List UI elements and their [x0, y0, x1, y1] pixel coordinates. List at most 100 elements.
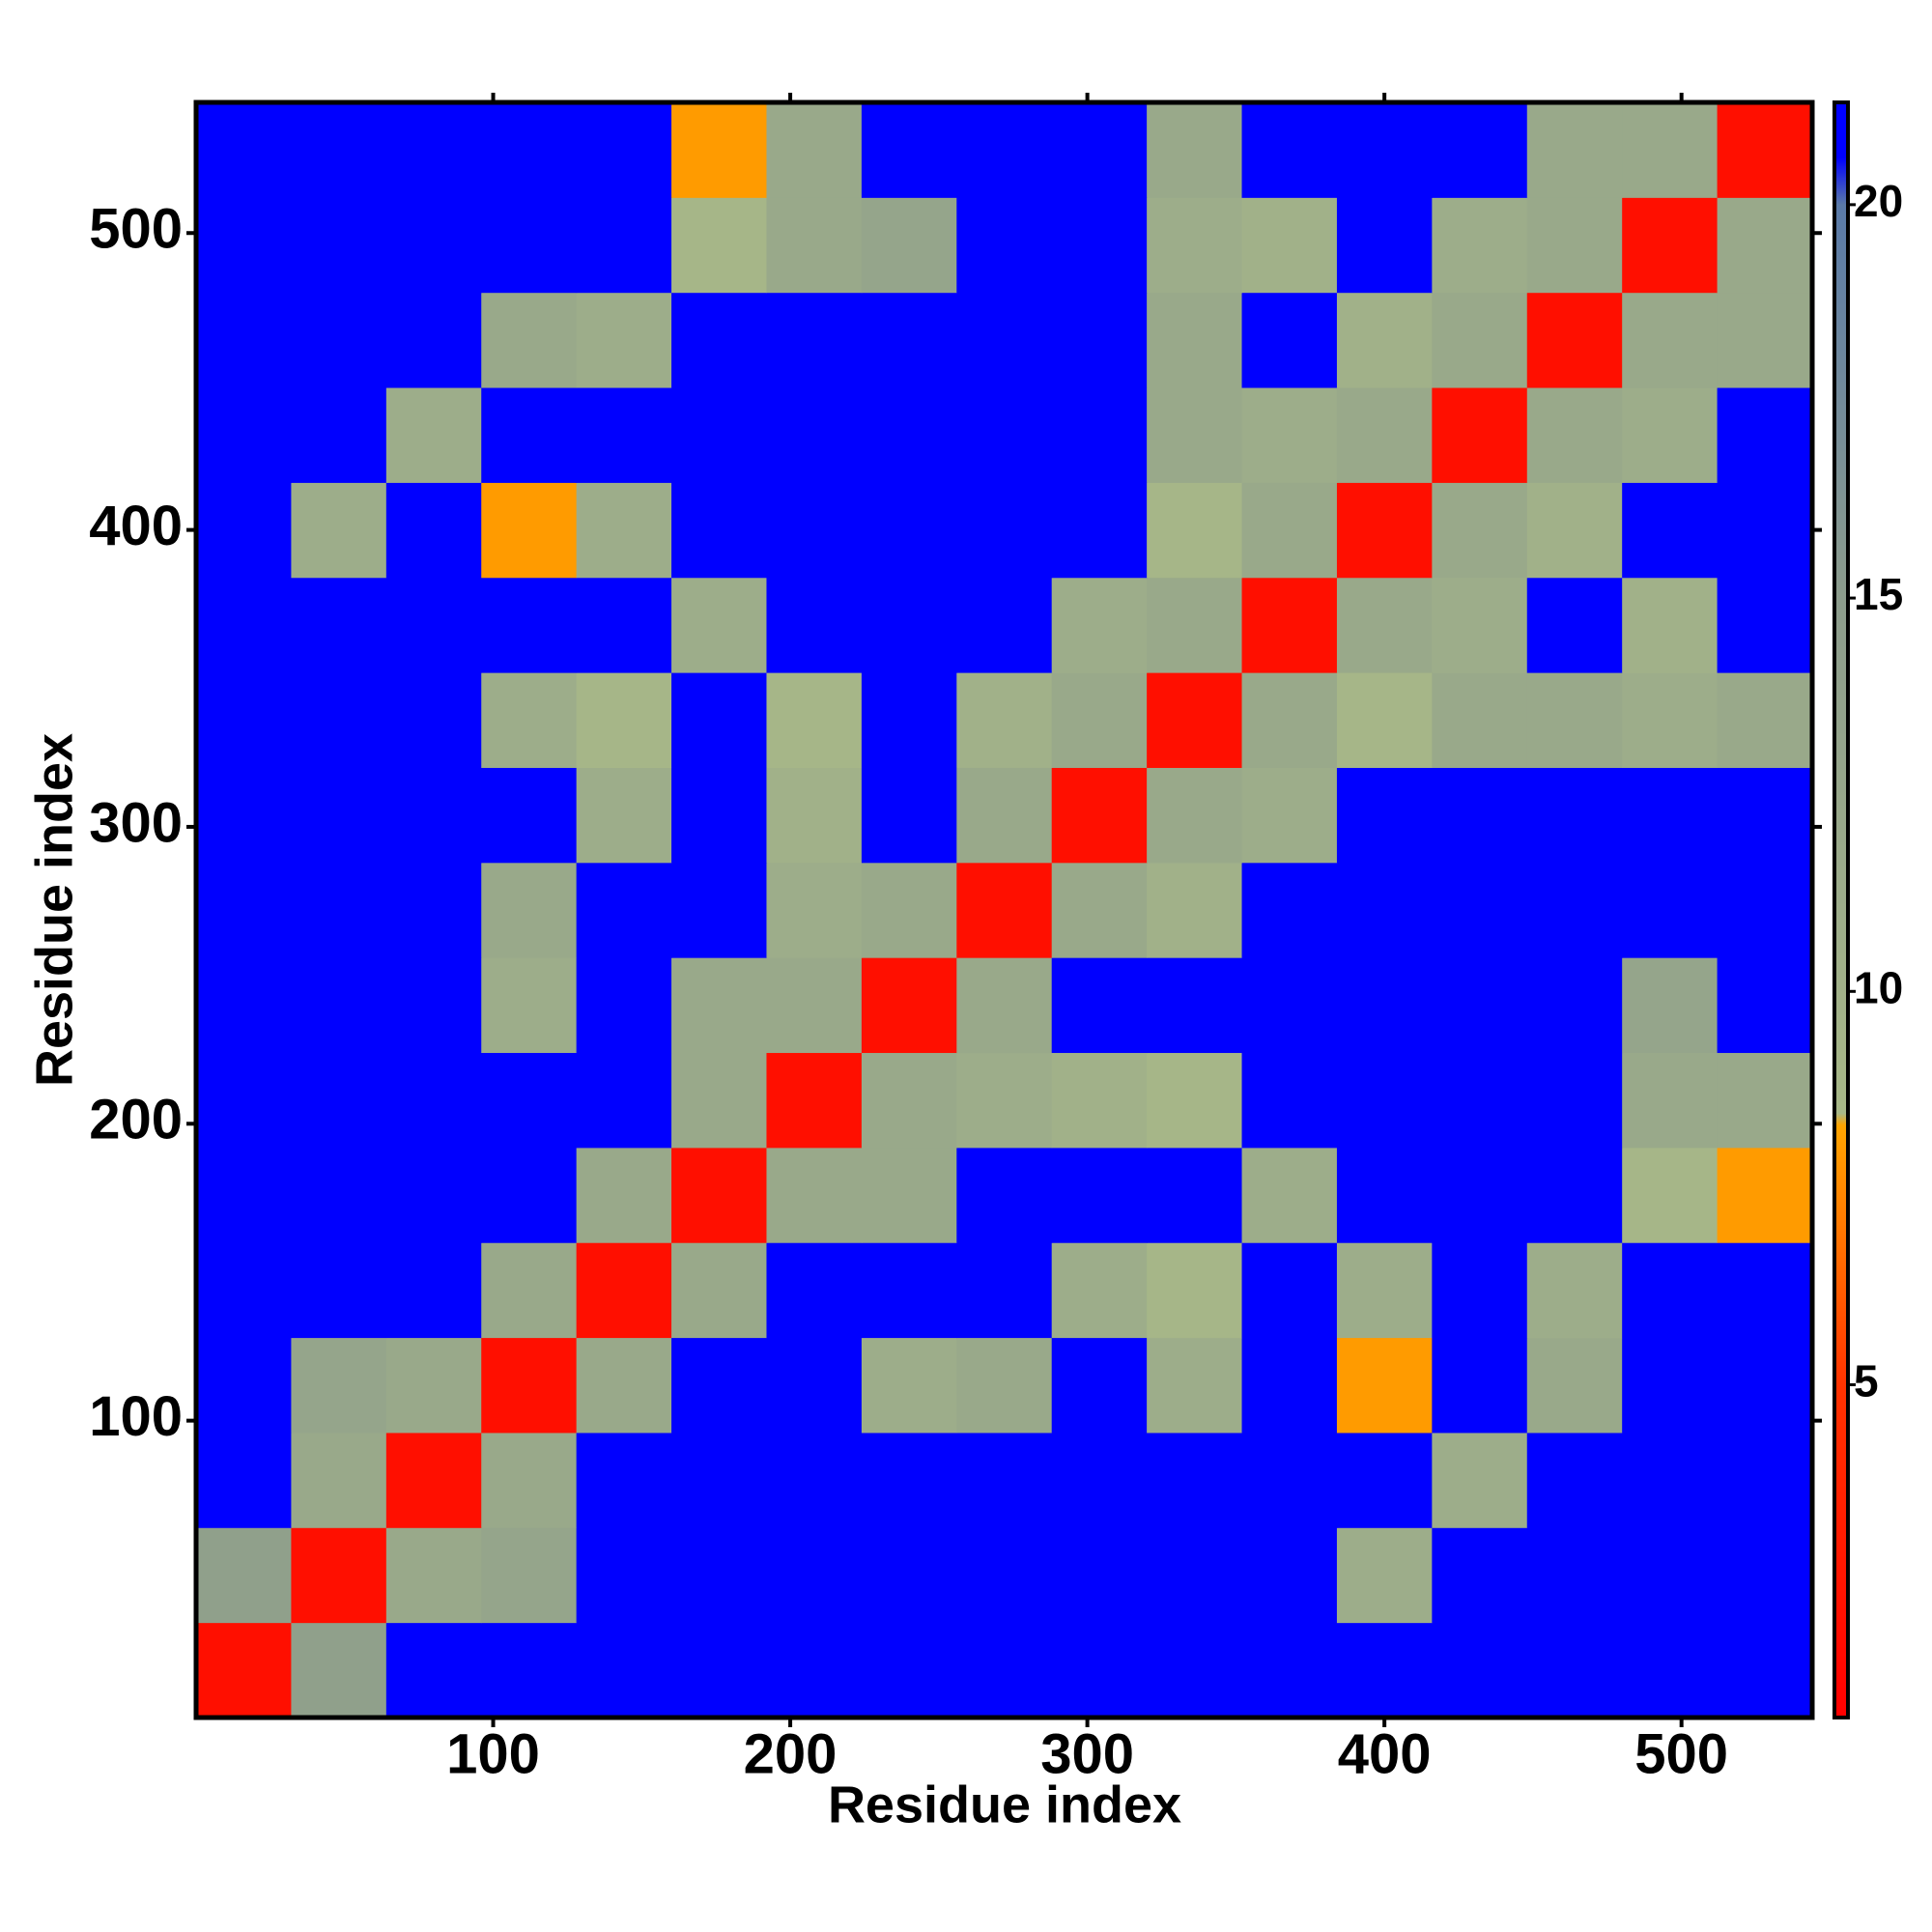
heatmap-cell — [1622, 1527, 1719, 1624]
heatmap-cell — [671, 1622, 767, 1719]
heatmap-cell — [1622, 102, 1719, 198]
heatmap-cell — [196, 767, 292, 864]
heatmap-cell — [1526, 672, 1623, 768]
colorbar-tick-label: 20 — [1854, 176, 1903, 226]
heatmap-cell — [1622, 387, 1719, 483]
heatmap-cell — [385, 767, 482, 864]
heatmap-cell — [385, 1147, 482, 1243]
heatmap-cell — [861, 292, 957, 388]
heatmap-cell — [1432, 1432, 1528, 1528]
heatmap-cell — [1717, 1337, 1813, 1434]
heatmap-cell — [385, 862, 482, 958]
heatmap-cell — [576, 1432, 672, 1528]
heatmap-cell — [576, 767, 672, 864]
heatmap-cell — [1432, 672, 1528, 768]
heatmap-cell — [385, 577, 482, 673]
heatmap-cell — [1147, 767, 1243, 864]
heatmap-cell — [861, 1337, 957, 1434]
heatmap-cell — [385, 957, 482, 1054]
heatmap-cell — [1241, 1337, 1338, 1434]
heatmap-cell — [956, 577, 1053, 673]
heatmap-cell — [861, 1052, 957, 1149]
heatmap-cell — [1147, 672, 1243, 768]
heatmap-cell — [1147, 1527, 1243, 1624]
heatmap-cell — [1622, 1337, 1719, 1434]
heatmap-cell — [481, 767, 578, 864]
heatmap-cell — [196, 957, 292, 1054]
heatmap-cell — [1526, 387, 1623, 483]
heatmap-cell — [1432, 1527, 1528, 1624]
heatmap-cell — [956, 1337, 1053, 1434]
heatmap-cell — [766, 292, 863, 388]
heatmap-cell — [576, 672, 672, 768]
heatmap-cell — [385, 1052, 482, 1149]
heatmap-cell — [1622, 1432, 1719, 1528]
y-axis-title: Residue index — [25, 733, 83, 1087]
heatmap-cell — [1051, 1337, 1148, 1434]
heatmap-cell — [956, 672, 1053, 768]
heatmap-cell — [1051, 672, 1148, 768]
heatmap-cell — [1241, 1242, 1338, 1339]
colorbar-tick-label: 5 — [1854, 1356, 1879, 1406]
heatmap-cell — [1432, 292, 1528, 388]
heatmap-cell — [385, 482, 482, 579]
heatmap-cell — [956, 387, 1053, 483]
heatmap-cell — [671, 1432, 767, 1528]
heatmap-cell — [1717, 1052, 1813, 1149]
heatmap-cell — [1241, 577, 1338, 673]
heatmap-cell — [956, 862, 1053, 958]
heatmap-cell — [1147, 957, 1243, 1054]
heatmap-cell — [1622, 1242, 1719, 1339]
heatmap-cell — [1147, 862, 1243, 958]
y-tick-label: 500 — [89, 198, 183, 261]
heatmap-cell — [576, 1052, 672, 1149]
heatmap-cell — [1717, 672, 1813, 768]
heatmap-cell — [481, 1527, 578, 1624]
heatmap-cell — [1526, 957, 1623, 1054]
heatmap-cell — [956, 1432, 1053, 1528]
heatmap-cell — [291, 672, 387, 768]
heatmap-cell — [1432, 1337, 1528, 1434]
heatmap-cell — [291, 1337, 387, 1434]
heatmap-cell — [1432, 482, 1528, 579]
heatmap-cell — [1051, 862, 1148, 958]
heatmap-cell — [1336, 1622, 1433, 1719]
heatmap-cell — [1622, 767, 1719, 864]
heatmap-cell — [196, 1432, 292, 1528]
heatmap-cell — [1526, 1147, 1623, 1243]
heatmap-cell — [481, 672, 578, 768]
heatmap-cell — [1432, 957, 1528, 1054]
heatmap-cell — [1241, 1527, 1338, 1624]
heatmap-cell — [671, 1052, 767, 1149]
heatmap-cell — [196, 1242, 292, 1339]
heatmap-cell — [1147, 387, 1243, 483]
heatmap-cell — [861, 1622, 957, 1719]
heatmap-cell — [481, 957, 578, 1054]
heatmap-cell — [956, 292, 1053, 388]
heatmap-cell — [196, 292, 292, 388]
heatmap-cell — [385, 1432, 482, 1528]
heatmap-cell — [1717, 482, 1813, 579]
heatmap-cell — [1622, 577, 1719, 673]
heatmap-cell — [1526, 1337, 1623, 1434]
heatmap-cell — [861, 862, 957, 958]
heatmap-cell — [385, 387, 482, 483]
heatmap-cell — [1526, 482, 1623, 579]
colorbar-tick-label: 15 — [1854, 569, 1903, 619]
heatmap-cell — [766, 1432, 863, 1528]
y-tick-label: 300 — [89, 791, 183, 854]
heatmap-cell — [671, 957, 767, 1054]
heatmap-cell — [1241, 482, 1338, 579]
heatmap-cell — [196, 102, 292, 198]
heatmap-cell — [1241, 1432, 1338, 1528]
heatmap-cell — [1336, 1147, 1433, 1243]
heatmap-cell — [1717, 1527, 1813, 1624]
heatmap-cell — [196, 1337, 292, 1434]
heatmap-cell — [1526, 767, 1623, 864]
heatmap-cell — [766, 387, 863, 483]
heatmap-cell — [481, 292, 578, 388]
heatmap-cell — [1432, 577, 1528, 673]
heatmap-cell — [1051, 482, 1148, 579]
x-tick-label: 400 — [1338, 1722, 1432, 1785]
heatmap-cell — [671, 1527, 767, 1624]
